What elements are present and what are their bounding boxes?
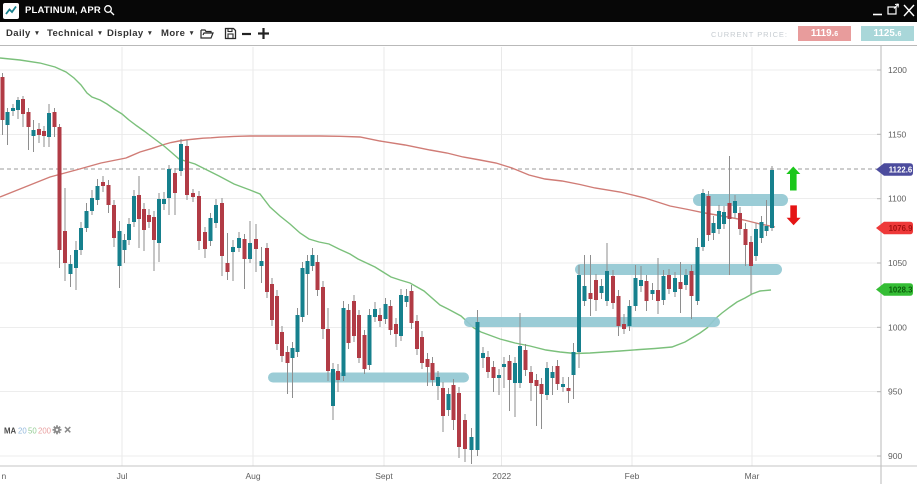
svg-text:1122.6: 1122.6 <box>889 165 913 174</box>
svg-text:50: 50 <box>28 427 37 436</box>
svg-text:Mar: Mar <box>745 471 760 481</box>
svg-text:n: n <box>2 471 7 481</box>
svg-text:950: 950 <box>888 387 902 397</box>
svg-text:Sept: Sept <box>375 471 393 481</box>
svg-text:2022: 2022 <box>492 471 511 481</box>
svg-text:20: 20 <box>18 427 27 436</box>
svg-text:Jul: Jul <box>117 471 128 481</box>
svg-text:1100: 1100 <box>888 194 907 204</box>
svg-text:900: 900 <box>888 451 902 461</box>
svg-text:1028.3: 1028.3 <box>889 285 914 294</box>
svg-text:1200: 1200 <box>888 65 907 75</box>
svg-text:1050: 1050 <box>888 258 907 268</box>
svg-text:1076.9: 1076.9 <box>889 224 914 233</box>
svg-text:200: 200 <box>38 427 52 436</box>
svg-text:Aug: Aug <box>245 471 260 481</box>
svg-text:1150: 1150 <box>888 129 907 139</box>
svg-text:1000: 1000 <box>888 322 907 332</box>
svg-text:MA: MA <box>4 427 16 436</box>
svg-text:Feb: Feb <box>625 471 640 481</box>
